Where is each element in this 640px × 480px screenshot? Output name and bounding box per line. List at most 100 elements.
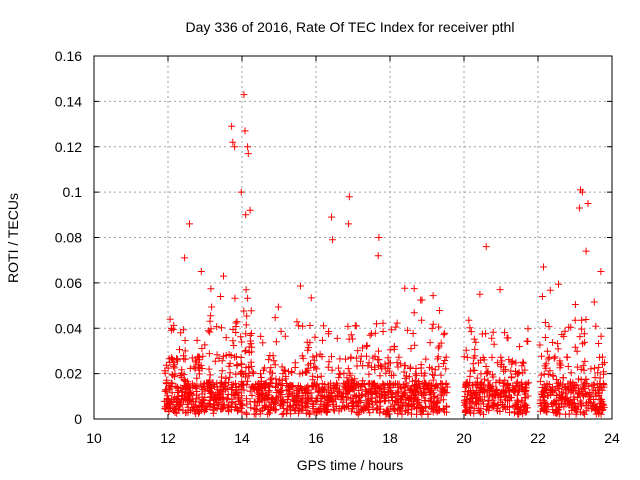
data-point [213,351,221,359]
data-point [588,381,596,389]
data-point [270,357,278,365]
data-point [471,390,479,398]
data-point [439,396,447,404]
data-point [566,401,574,409]
data-point [437,392,445,400]
data-point [524,392,532,400]
data-point [186,395,194,403]
data-point [362,390,369,398]
data-point [402,407,409,415]
data-point [441,388,449,396]
data-point [434,355,442,363]
data-point [291,364,299,371]
y-tick-label: 0.08 [55,230,82,246]
data-point [418,316,426,324]
data-point [581,379,589,387]
data-point [489,373,497,381]
data-point [195,353,203,361]
data-point [343,380,351,388]
data-point [287,368,295,375]
data-point [231,143,239,151]
data-point [162,361,170,369]
data-point [499,401,506,408]
data-point [203,379,211,387]
data-point [304,395,312,402]
data-point [183,390,191,398]
data-point [545,353,553,361]
data-point [374,252,382,260]
data-point [401,362,409,370]
data-point [538,293,546,300]
data-point [393,319,401,327]
data-point [386,346,394,354]
data-point [178,366,186,374]
data-point [500,363,508,371]
data-point [269,352,277,360]
data-point [537,402,545,410]
data-point [555,384,563,392]
data-point [507,394,515,402]
data-point [518,362,526,370]
data-point [345,335,353,343]
chart-title: Day 336 of 2016, Rate Of TEC Index for r… [186,19,515,35]
data-point [496,286,504,294]
data-point [437,371,445,379]
data-point [515,368,523,376]
data-point [210,401,218,408]
data-point [563,394,571,402]
data-point [558,331,566,338]
data-point [578,402,585,410]
data-point [258,396,266,404]
data-point [570,400,578,408]
data-point [225,362,233,370]
data-point [544,392,552,399]
data-point [542,364,550,372]
data-point [482,363,490,370]
data-point [411,370,419,378]
data-point [519,358,527,366]
data-point [500,402,508,410]
data-point [392,323,400,331]
data-point [171,373,179,381]
data-point [554,409,562,417]
data-point [164,364,172,372]
data-point [317,372,325,380]
data-point [432,403,440,411]
data-point [362,387,370,395]
data-point [257,370,264,378]
data-point [494,392,502,400]
data-point [200,396,207,404]
data-point [206,317,214,325]
data-point [302,389,310,397]
data-point [298,385,306,393]
data-point [237,385,245,393]
data-point [266,368,274,376]
data-point [244,294,252,302]
data-point [227,402,235,410]
data-point [404,326,412,334]
data-point [581,410,589,418]
data-point [216,379,224,387]
data-point [478,380,486,388]
data-point [350,391,358,399]
data-point [271,406,279,414]
data-point [202,406,210,413]
data-point [498,357,506,365]
y-tick-label: 0.02 [55,366,82,382]
data-point [411,381,419,389]
data-point [543,382,551,390]
data-point [355,392,363,400]
data-point [218,357,226,365]
data-point [431,366,439,374]
data-point [546,286,554,294]
x-tick-label: 24 [604,430,620,446]
data-point [573,363,581,371]
data-point [382,369,390,377]
data-point [328,213,335,221]
data-point [488,353,496,361]
data-point [357,357,364,365]
data-point [429,408,437,416]
data-point [169,401,177,409]
data-point [243,410,251,418]
data-point [465,316,473,324]
